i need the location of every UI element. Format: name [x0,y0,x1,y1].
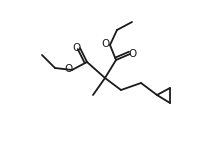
Text: O: O [73,43,81,53]
Text: O: O [65,64,73,74]
Text: O: O [102,39,110,49]
Text: O: O [129,49,137,59]
